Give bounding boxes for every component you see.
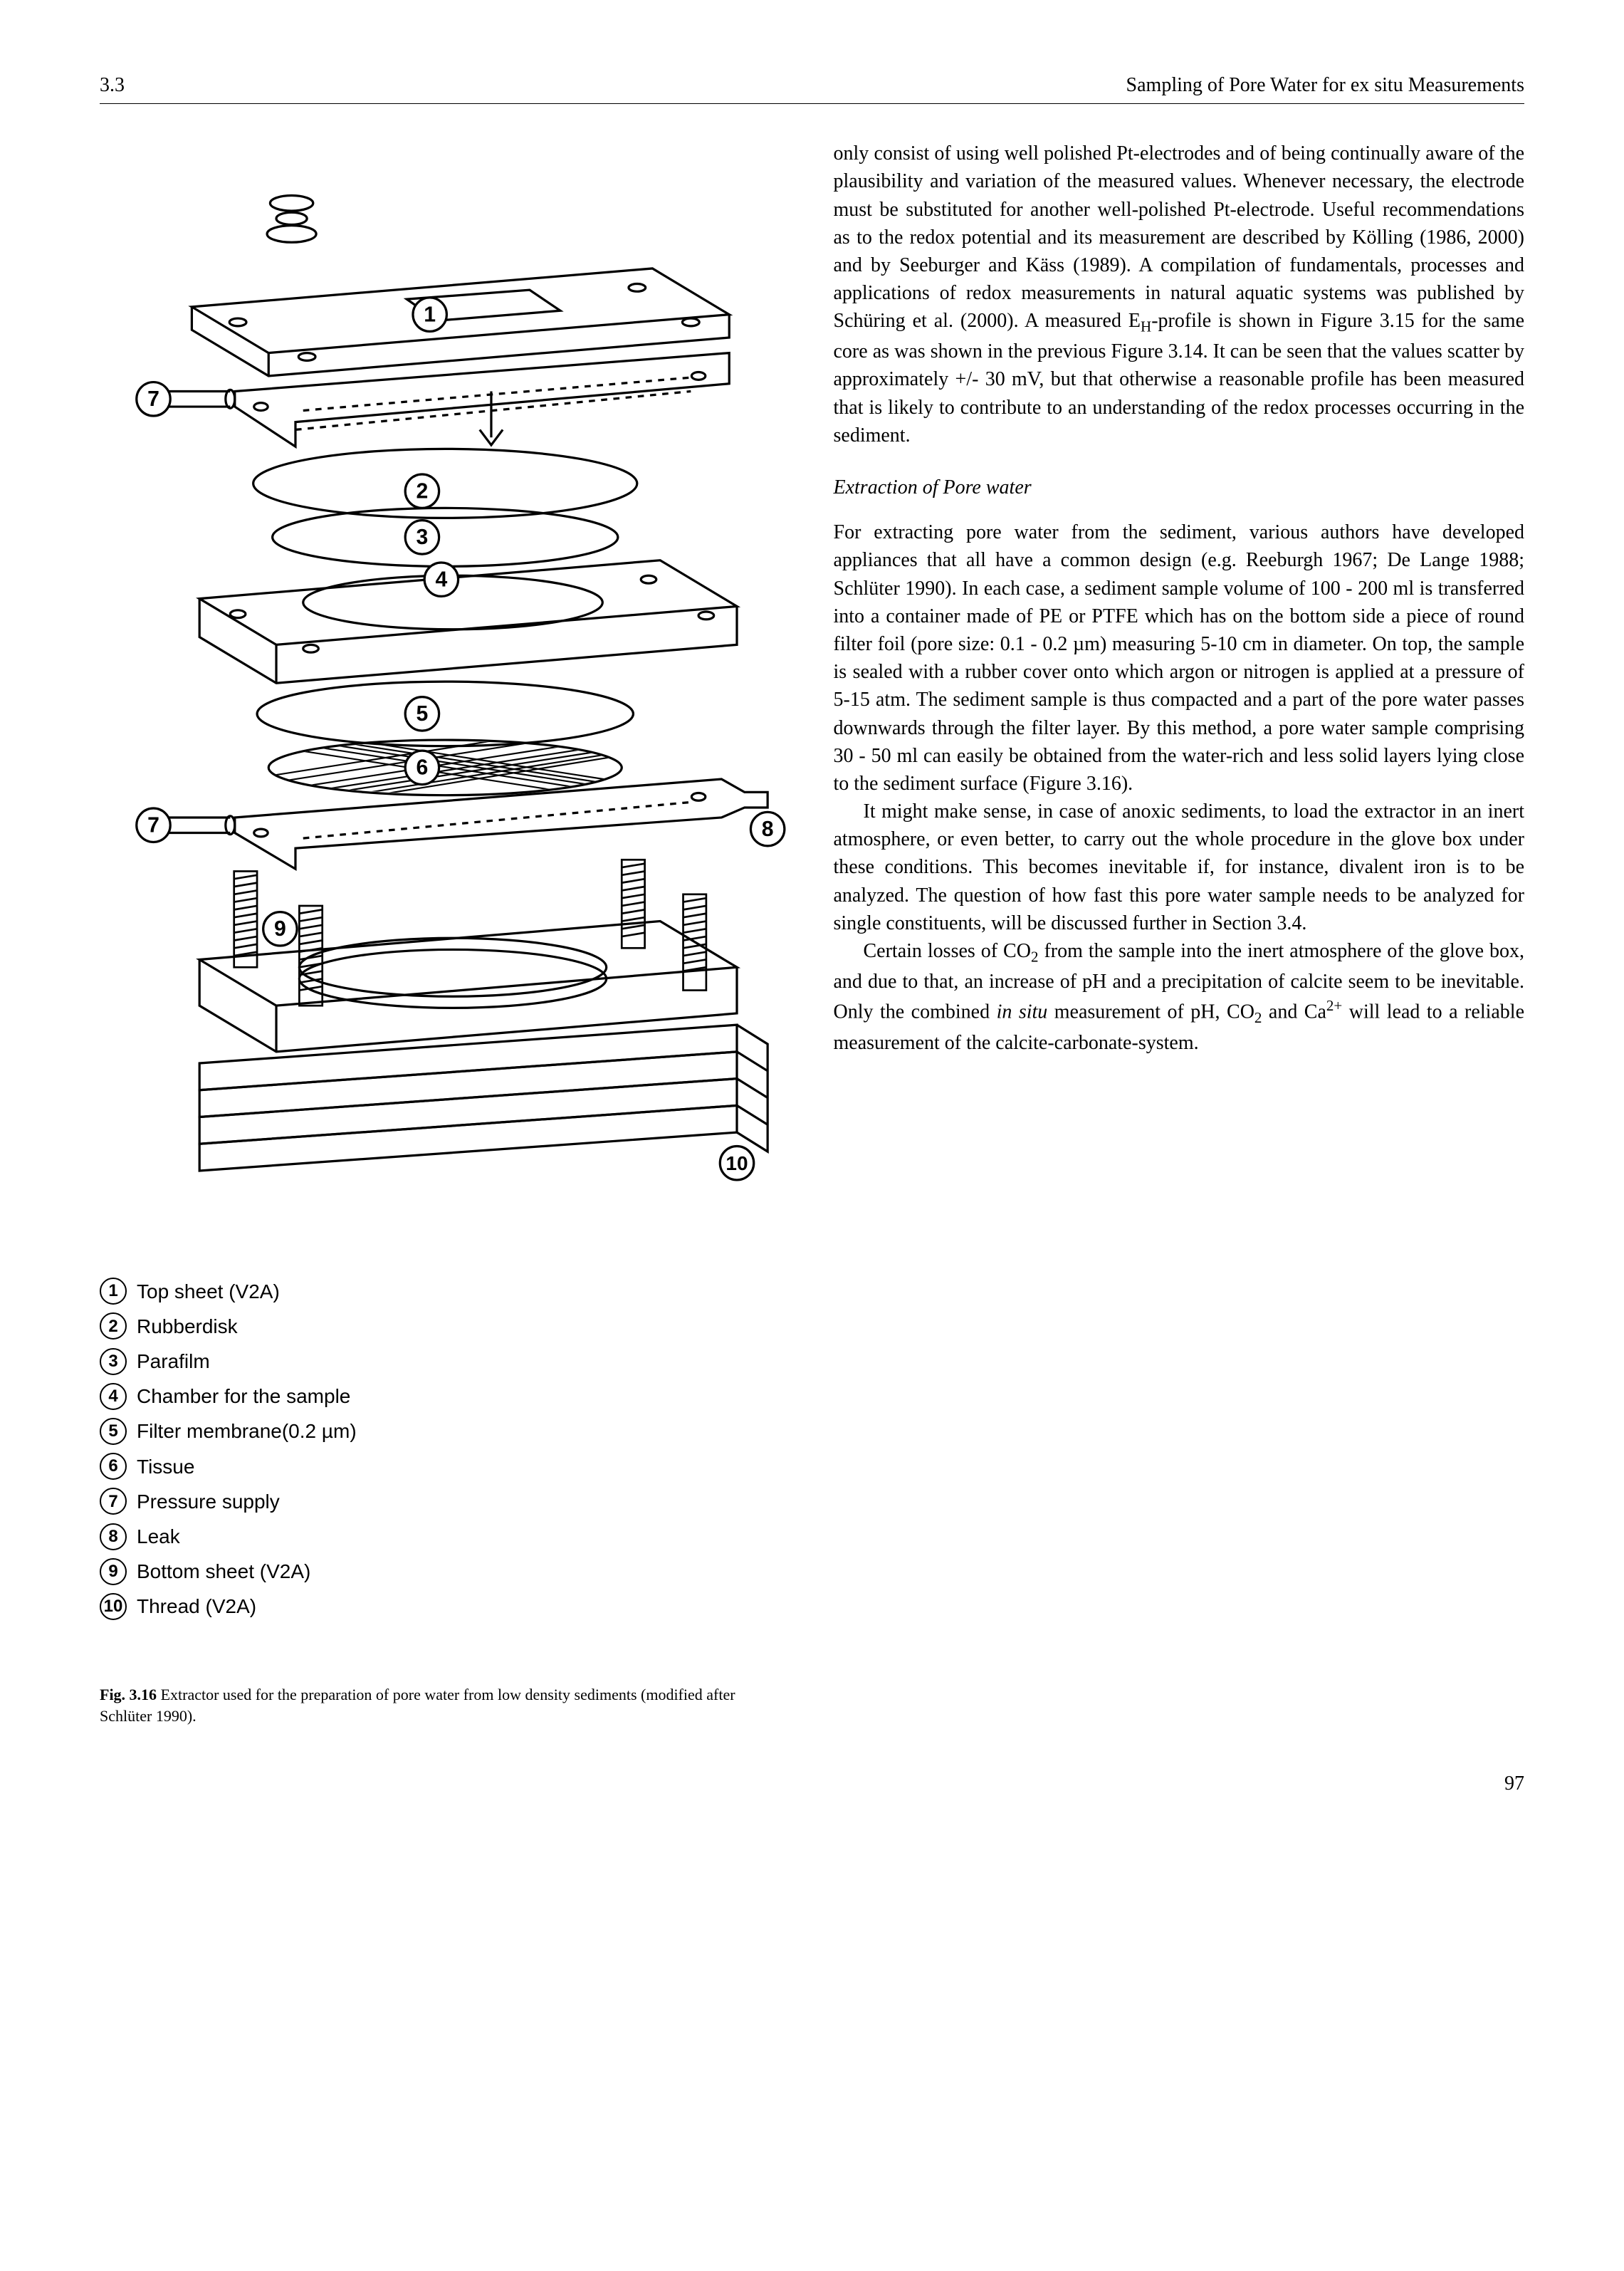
legend-label: Filter membrane(0.2 µm): [137, 1417, 357, 1445]
legend-number: 6: [100, 1453, 127, 1480]
legend-number: 5: [100, 1418, 127, 1445]
legend-number: 3: [100, 1348, 127, 1375]
page-header: 3.3 Sampling of Pore Water for ex situ M…: [100, 71, 1524, 104]
svg-text:5: 5: [417, 702, 429, 726]
subscript: 2: [1254, 1009, 1262, 1026]
svg-text:4: 4: [435, 568, 447, 592]
legend-label: Tissue: [137, 1453, 194, 1481]
svg-text:3: 3: [417, 526, 429, 549]
svg-text:2: 2: [417, 480, 429, 503]
caption-text: Extractor used for the preparation of po…: [100, 1686, 735, 1725]
bottom-sheet-icon: [199, 860, 737, 1052]
body-paragraph: It might make sense, in case of anoxic s…: [834, 798, 1525, 937]
svg-text:6: 6: [417, 756, 429, 780]
thread-plates-icon: [199, 1025, 768, 1171]
legend-label: Bottom sheet (V2A): [137, 1557, 310, 1585]
legend-item: 4 Chamber for the sample: [100, 1382, 791, 1410]
legend-item: 3 Parafilm: [100, 1347, 791, 1375]
extractor-diagram: 1 7: [100, 161, 791, 1251]
legend-item: 5 Filter membrane(0.2 µm): [100, 1417, 791, 1445]
svg-text:7: 7: [147, 814, 159, 837]
legend-number: 4: [100, 1383, 127, 1410]
left-column: 1 7: [100, 140, 791, 1727]
pressure-supply-upper-icon: [146, 353, 730, 447]
svg-text:1: 1: [424, 303, 436, 327]
legend-item: 7 Pressure supply: [100, 1488, 791, 1515]
legend-item: 9 Bottom sheet (V2A): [100, 1557, 791, 1585]
body-paragraph: For extracting pore water from the sedim…: [834, 518, 1525, 798]
svg-text:10: 10: [725, 1152, 748, 1174]
legend-item: 10 Thread (V2A): [100, 1592, 791, 1620]
page-number: 97: [100, 1770, 1524, 1797]
chamber-icon: [199, 560, 737, 684]
figure-caption: Fig. 3.16 Extractor used for the prepara…: [100, 1684, 791, 1726]
legend-number: 7: [100, 1488, 127, 1515]
body-text: only consist of using well polished Pt-e…: [834, 142, 1525, 447]
top-fitting-icon: [267, 196, 316, 243]
legend-item: 1 Top sheet (V2A): [100, 1278, 791, 1305]
two-column-layout: 1 7: [100, 140, 1524, 1727]
body-text: and Ca: [1262, 1001, 1326, 1023]
figure-3-16: 1 7: [100, 161, 791, 1727]
caption-label: Fig. 3.16: [100, 1686, 157, 1703]
legend-number: 8: [100, 1523, 127, 1550]
svg-text:7: 7: [147, 387, 159, 411]
italic-text: in situ: [997, 1001, 1048, 1023]
parafilm-icon: [273, 508, 618, 567]
legend-number: 9: [100, 1558, 127, 1585]
body-text: measurement of pH, CO: [1047, 1001, 1254, 1023]
legend-number: 10: [100, 1593, 127, 1620]
figure-legend: 1 Top sheet (V2A) 2 Rubberdisk 3 Parafilm 4…: [100, 1278, 791, 1621]
body-paragraph: Certain losses of CO2 from the sample in…: [834, 937, 1525, 1057]
legend-label: Chamber for the sample: [137, 1382, 350, 1410]
legend-label: Pressure supply: [137, 1488, 280, 1515]
body-text: Certain losses of CO: [864, 940, 1031, 962]
right-column: only consist of using well polished Pt-e…: [834, 140, 1525, 1727]
legend-label: Rubberdisk: [137, 1312, 238, 1340]
superscript: 2+: [1326, 997, 1342, 1014]
body-paragraph: only consist of using well polished Pt-e…: [834, 140, 1525, 449]
subheading: Extraction of Pore water: [834, 474, 1525, 501]
legend-label: Leak: [137, 1523, 180, 1550]
legend-number: 2: [100, 1312, 127, 1340]
arrow-down-icon: [480, 392, 503, 445]
svg-text:8: 8: [762, 818, 774, 841]
svg-text:9: 9: [274, 917, 286, 941]
legend-item: 2 Rubberdisk: [100, 1312, 791, 1340]
legend-number: 1: [100, 1278, 127, 1305]
legend-label: Top sheet (V2A): [137, 1278, 280, 1305]
section-number: 3.3: [100, 71, 125, 99]
subscript: 2: [1031, 949, 1039, 966]
legend-label: Thread (V2A): [137, 1592, 256, 1620]
pressure-supply-lower-icon: [146, 779, 768, 869]
legend-item: 6 Tissue: [100, 1453, 791, 1481]
running-head: Sampling of Pore Water for ex situ Measu…: [1126, 71, 1524, 99]
legend-item: 8 Leak: [100, 1523, 791, 1550]
legend-label: Parafilm: [137, 1347, 210, 1375]
filter-membrane-icon: [257, 682, 633, 746]
